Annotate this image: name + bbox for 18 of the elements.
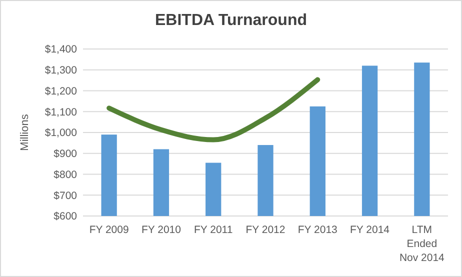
- x-tick-label: FY 2010: [141, 224, 182, 236]
- x-tick-label: LTM Ended Nov 2014: [399, 224, 445, 264]
- y-tick-label: $1,000: [44, 127, 78, 140]
- y-tick-label: $1,200: [44, 85, 78, 98]
- x-tick-label: FY 2009: [89, 224, 129, 236]
- x-tick-label: FY 2013: [298, 224, 338, 236]
- y-tick-label: $700: [54, 190, 78, 202]
- x-tick-label: FY 2012: [246, 224, 286, 236]
- chart-title: EBITDA Turnaround: [155, 12, 307, 29]
- y-axis-title: Millions: [19, 114, 31, 151]
- x-tick-label: FY 2011: [194, 224, 233, 236]
- y-tick-label: $1,400: [44, 44, 78, 56]
- y-tick-label: $900: [54, 148, 78, 160]
- y-tick-label: $600: [54, 210, 78, 223]
- y-tick-label: $1,300: [44, 64, 78, 77]
- x-tick-label: FY 2014: [350, 224, 390, 236]
- y-tick-label: $1,100: [44, 106, 78, 118]
- y-tick-label: $800: [54, 168, 78, 181]
